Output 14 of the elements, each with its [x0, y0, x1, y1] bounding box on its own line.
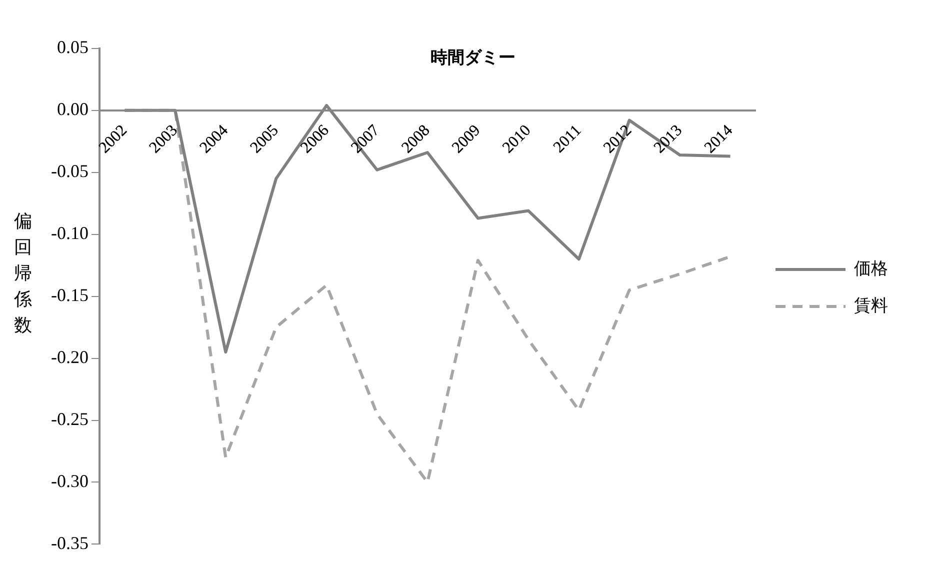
y-tick-label: -0.35	[50, 532, 88, 553]
x-tick-label: 2011	[550, 122, 585, 156]
y-tick-label: -0.05	[50, 161, 88, 182]
y-tick-label: -0.30	[50, 470, 88, 491]
y-tick-label: -0.20	[50, 347, 88, 368]
y-tick-label: -0.25	[50, 408, 88, 429]
chart-title: 時間ダミー	[430, 48, 516, 67]
y-tick-label: 0.05	[56, 37, 88, 58]
y-tick-label: -0.15	[50, 285, 88, 306]
y-tick-label: -0.10	[50, 223, 88, 244]
y-axis-title: 偏回帰係数	[13, 210, 33, 337]
legend-label: 価格	[854, 259, 888, 278]
legend-label: 賃料	[854, 296, 888, 316]
y-tick-label: 0.00	[56, 99, 88, 120]
